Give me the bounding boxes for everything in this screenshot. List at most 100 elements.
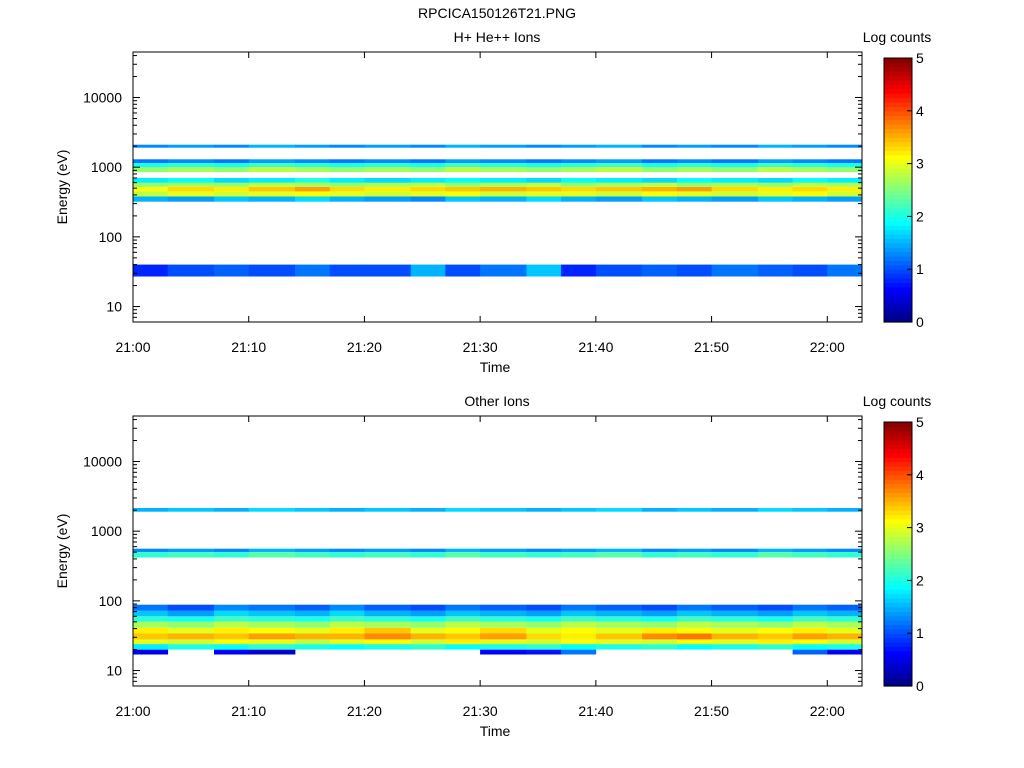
heatmap-cell xyxy=(792,178,828,183)
colorbar-segment xyxy=(884,633,912,639)
colorbar-segment xyxy=(884,659,912,665)
heatmap-cell xyxy=(167,182,215,187)
heatmap-cell xyxy=(827,264,863,277)
heatmap-cell xyxy=(595,621,643,628)
heatmap-cell xyxy=(676,178,712,183)
heatmap-cell xyxy=(595,610,643,617)
x-tick-label: 21:30 xyxy=(463,703,498,719)
heatmap-cell xyxy=(329,639,365,645)
heatmap-cell xyxy=(711,548,759,553)
heatmap-cell xyxy=(133,616,169,622)
heatmap-cell xyxy=(676,548,712,553)
heatmap-cell xyxy=(214,159,250,163)
heatmap-cell xyxy=(295,191,331,197)
heatmap-cell xyxy=(757,178,793,183)
heatmap-cell xyxy=(410,621,446,628)
heatmap-cell xyxy=(642,548,678,553)
heatmap-cell xyxy=(480,627,527,634)
heatmap-cell xyxy=(329,616,365,622)
colorbar-segment xyxy=(884,664,912,669)
heatmap-cell xyxy=(711,264,759,277)
heatmap-cell xyxy=(757,552,793,558)
heatmap-cell xyxy=(595,548,643,553)
heatmap-cell xyxy=(214,548,250,553)
heatmap-cell xyxy=(827,144,863,148)
colorbar-segment xyxy=(884,466,912,471)
heatmap-cell xyxy=(526,182,562,187)
heatmap-cell xyxy=(561,616,597,622)
heatmap-cell xyxy=(526,167,562,173)
heatmap-cell xyxy=(248,187,296,192)
heatmap-cell xyxy=(792,264,828,277)
heatmap-cell xyxy=(248,167,296,173)
heatmap-cell xyxy=(561,163,597,168)
heatmap-cell xyxy=(133,633,169,640)
heatmap-cell xyxy=(445,621,481,628)
heatmap-cell xyxy=(214,604,250,611)
heatmap-cell xyxy=(329,604,365,611)
heatmap-cell xyxy=(642,508,678,512)
heatmap-cell xyxy=(214,264,250,277)
heatmap-cell xyxy=(480,167,527,173)
colorbar-segment xyxy=(884,176,912,182)
colorbar-segment xyxy=(884,273,912,279)
colorbar-segment xyxy=(884,304,912,310)
colorbar-segment xyxy=(884,238,912,244)
heatmap-cell xyxy=(480,604,527,611)
heatmap-cell xyxy=(827,639,863,645)
heatmap-cell xyxy=(410,167,446,173)
colorbar-segment xyxy=(884,119,912,125)
colorbar-segment xyxy=(884,295,912,301)
heatmap-cell xyxy=(561,167,597,173)
heatmap-cell xyxy=(445,552,481,558)
heatmap-cell xyxy=(364,604,412,611)
heatmap-cell xyxy=(526,144,562,148)
heatmap-cell xyxy=(167,548,215,553)
heatmap-cell xyxy=(827,191,863,197)
colorbar-segment xyxy=(884,106,912,112)
colorbar-segment xyxy=(884,606,912,612)
heatmap-cell xyxy=(364,196,412,202)
colorbar-segment xyxy=(884,562,912,568)
heatmap-cell xyxy=(792,159,828,163)
heatmap-cell xyxy=(214,144,250,148)
heatmap-cell xyxy=(792,639,828,645)
heatmap-cell xyxy=(214,633,250,640)
heatmap-cell xyxy=(480,548,527,553)
colorbar-segment xyxy=(884,229,912,235)
heatmap-cell xyxy=(595,604,643,611)
heatmap-cell xyxy=(792,604,828,611)
heatmap-cell xyxy=(214,627,250,634)
heatmap-cell xyxy=(410,144,446,148)
heatmap-cell xyxy=(364,178,412,183)
heatmap-cell xyxy=(248,616,296,622)
colorbar-frame xyxy=(883,421,913,687)
heatmap-cell xyxy=(561,644,597,650)
colorbar-segment xyxy=(884,422,912,427)
heatmap-cell xyxy=(445,144,481,148)
heatmap-cell xyxy=(445,616,481,622)
heatmap-cell xyxy=(711,639,759,645)
heatmap-cell xyxy=(445,187,481,192)
colorbar-segment xyxy=(884,448,912,454)
heatmap-cell xyxy=(410,639,446,645)
heatmap-cell xyxy=(410,163,446,168)
heatmap-cell xyxy=(642,616,678,622)
heatmap-cell xyxy=(410,182,446,187)
heatmap-cell xyxy=(167,604,215,611)
colorbar-segment xyxy=(884,518,912,524)
heatmap-cell xyxy=(642,639,678,645)
colorbar-tick-label: 3 xyxy=(916,520,924,536)
colorbar-segment xyxy=(884,71,912,77)
heatmap-cell xyxy=(480,196,527,202)
heatmap-cell xyxy=(295,604,331,611)
colorbar-segment xyxy=(884,75,912,81)
heatmap-cell xyxy=(561,552,597,558)
heatmap-cell xyxy=(329,196,365,202)
heatmap-cell xyxy=(595,616,643,622)
heatmap-cell xyxy=(642,196,678,202)
colorbar-segment xyxy=(884,168,912,173)
heatmap-cell xyxy=(827,621,863,628)
colorbar-segment xyxy=(884,457,912,463)
